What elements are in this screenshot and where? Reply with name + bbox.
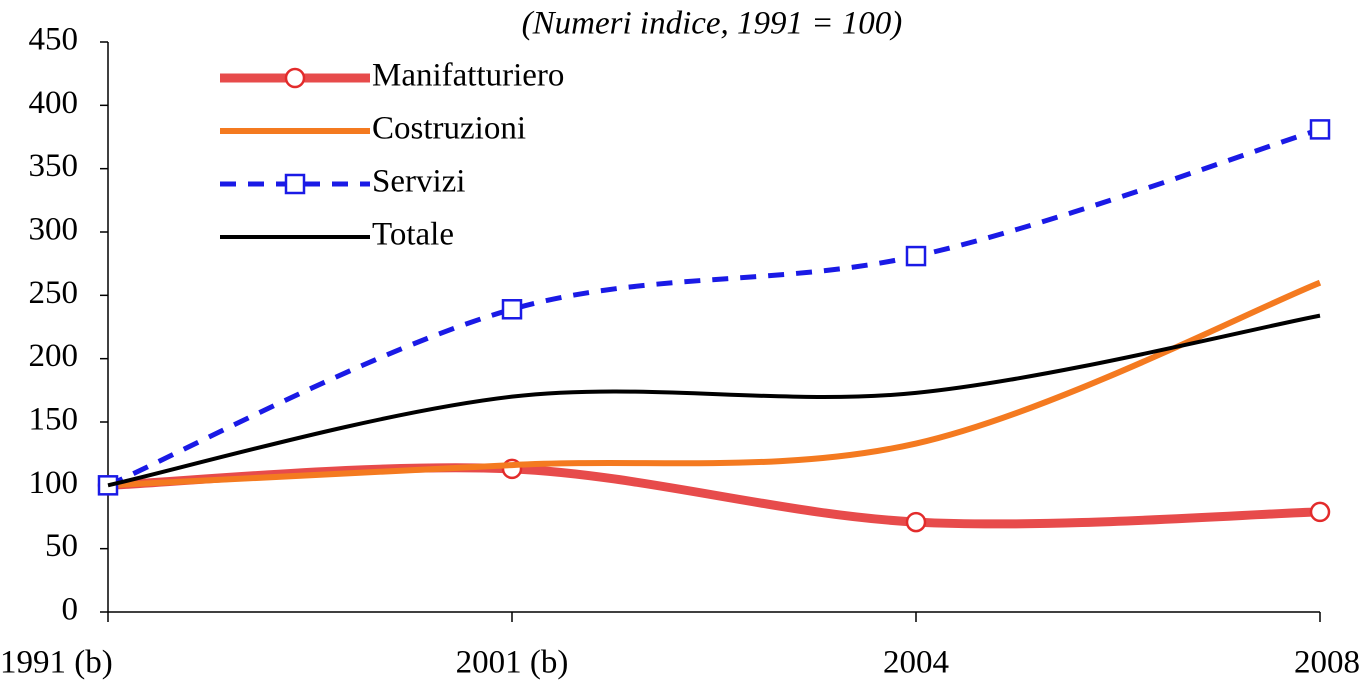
y-tick-label: 0 <box>62 592 79 628</box>
series-line <box>107 279 1322 489</box>
chart-subtitle: (Numeri indice, 1991 = 100) <box>522 6 903 42</box>
y-tick-label: 450 <box>29 22 79 58</box>
y-tick-label: 300 <box>29 212 79 248</box>
legend-label: Costruzioni <box>372 111 526 147</box>
series-line <box>107 313 1321 488</box>
legend-label: Manifatturiero <box>372 58 564 94</box>
marker <box>284 173 306 195</box>
marker <box>284 67 306 89</box>
marker <box>1309 501 1331 523</box>
marker <box>905 245 927 267</box>
legend-label: Totale <box>372 217 454 253</box>
x-tick-label: 2001 (b) <box>456 645 569 681</box>
y-tick-label: 250 <box>29 275 79 311</box>
x-tick-label: 2004 <box>883 645 949 681</box>
marker <box>905 511 927 533</box>
y-tick-label: 50 <box>45 528 78 564</box>
y-tick-label: 150 <box>29 402 79 438</box>
y-tick-label: 400 <box>29 85 79 121</box>
marker <box>1309 119 1331 140</box>
y-tick-label: 200 <box>29 338 79 374</box>
x-tick-label: 1991 (b) <box>0 645 113 681</box>
y-tick-label: 100 <box>29 465 79 501</box>
x-tick-label: 2008 <box>1294 645 1360 681</box>
y-tick-label: 350 <box>29 148 79 184</box>
marker <box>501 299 523 320</box>
legend-label: Servizi <box>372 164 465 200</box>
